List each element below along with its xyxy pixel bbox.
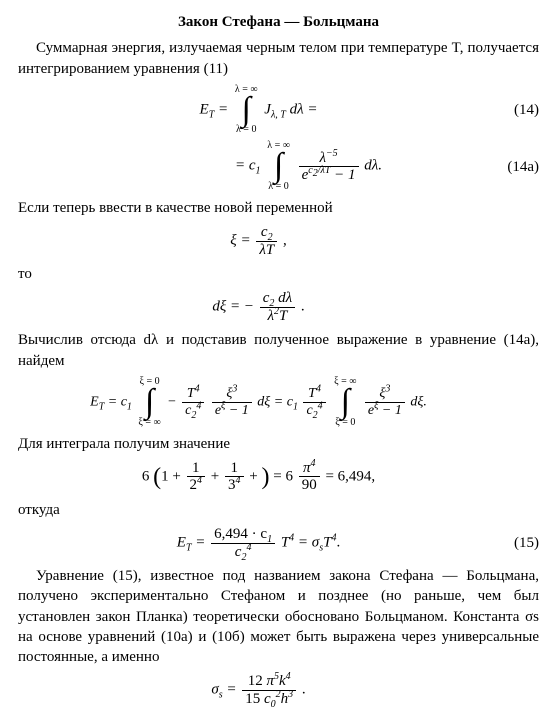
equation-14a: = c1 λ = ∞ ∫ λ = 0 λ−5 ec2/λT − 1 dλ. (1… [18,141,539,192]
equation-xi: ξ = c2 λT , [18,224,539,258]
paragraph-4: Вычислив отсюда dλ и подставив полученно… [18,330,539,371]
equation-series: 6 (1 + 1 24 + 1 34 + ) = 6 π4 90 = 6,494… [18,460,539,494]
paragraph-2: Если теперь ввести в качестве новой пере… [18,198,539,218]
page-title: Закон Стефана — Больцмана [18,12,539,32]
equation-15: ET = 6,494 · c1 c24 T4 = σsT4. (15) [18,526,539,560]
paragraph-6: откуда [18,500,539,520]
equation-ET: ET = c1 ξ = 0 ∫ ξ = ∞ − T4 c24 ξ3 eξ − 1… [18,377,539,428]
paragraph-3: то [18,264,539,284]
paragraph-7: Уравнение (15), известное под названием … [18,566,539,667]
eq-number-15: (15) [499,533,539,553]
paragraph-1: Суммарная энергия, излучаемая черным тел… [18,38,539,79]
paragraph-5: Для интеграла получим значение [18,434,539,454]
equation-14: ET = λ = ∞ ∫ λ = 0 Jλ, T dλ = (14) [18,85,539,136]
equation-sigma: σs = 12 π5k4 15 c02h3 . [18,673,539,707]
equation-dxi: dξ = − c2 dλ λ2T . [18,290,539,324]
eq-number-14: (14) [499,100,539,120]
eq-number-14a: (14a) [499,157,539,177]
